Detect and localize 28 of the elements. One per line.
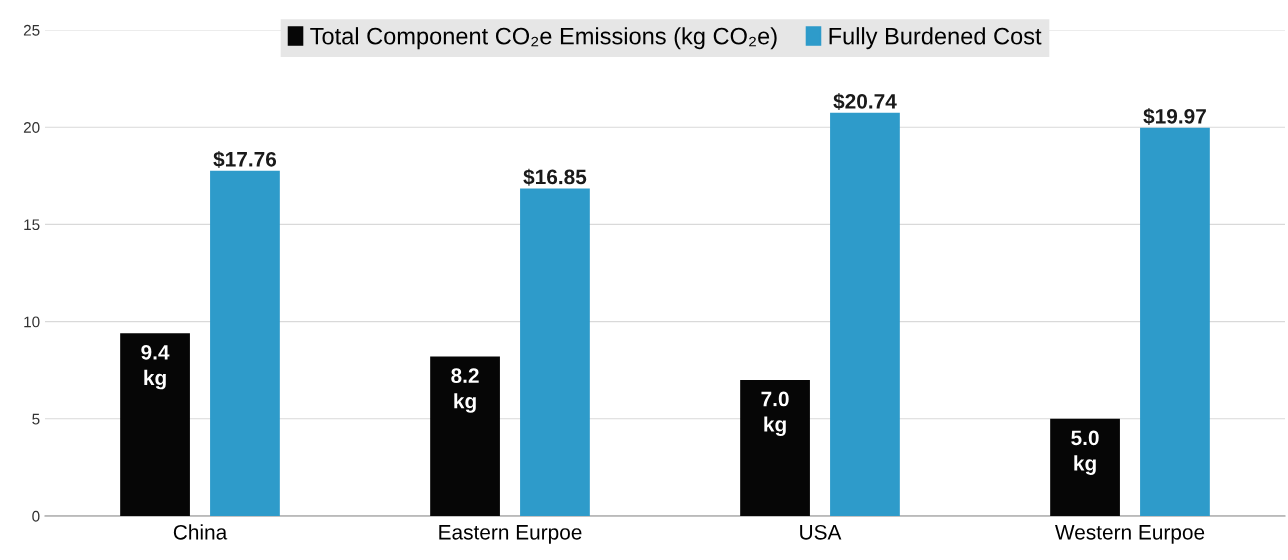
- bar: [210, 170, 280, 516]
- data-label: 8.2 kg: [451, 368, 479, 413]
- y-tick-label: 20: [23, 122, 40, 133]
- x-tick-label: China: [173, 524, 228, 540]
- legend-label: Total Component CO₂e Emissions (kg CO₂e): [310, 27, 777, 50]
- x-tick-label: Western Eurpoe: [1055, 525, 1205, 544]
- bar: [740, 379, 810, 516]
- bar: [1140, 127, 1210, 516]
- y-tick-label: 10: [24, 316, 40, 328]
- bar: [1050, 418, 1120, 516]
- y-tick-label: 5: [32, 413, 40, 425]
- bar: [120, 333, 190, 516]
- legend-label: Fully Burdened Cost: [829, 27, 1042, 50]
- y-tick-label: 15: [24, 219, 40, 231]
- bar: [520, 188, 590, 516]
- data-label: 9.4 kg: [141, 344, 170, 390]
- data-label: 7.0 kg: [761, 391, 789, 436]
- y-tick-label: 0: [32, 510, 40, 522]
- data-label: 5.0 kg: [1071, 430, 1099, 475]
- data-label: $17.76: [213, 150, 277, 168]
- bar: [430, 356, 500, 516]
- x-tick-label: USA: [800, 524, 842, 540]
- data-label: $20.74: [833, 93, 897, 111]
- x-tick-label: Eastern Eurpoe: [439, 525, 582, 544]
- bar: [830, 112, 900, 516]
- y-tick-label: 25: [23, 24, 40, 36]
- data-label: $19.97: [1143, 108, 1206, 126]
- data-label: $16.85: [523, 168, 587, 186]
